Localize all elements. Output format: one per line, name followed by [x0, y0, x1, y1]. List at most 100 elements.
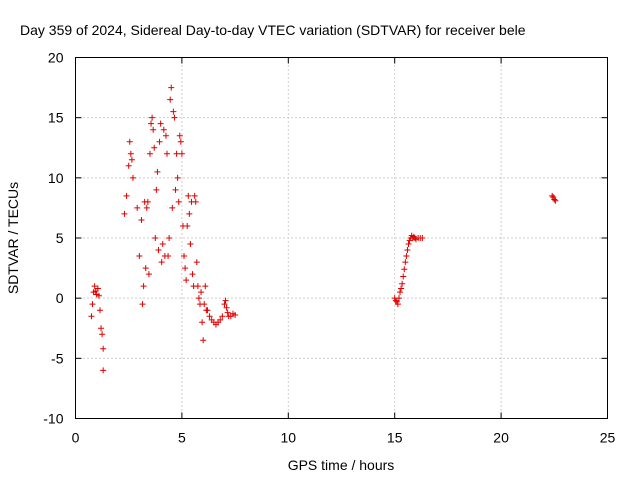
data-point — [158, 259, 165, 266]
data-point — [184, 222, 191, 229]
data-point — [160, 126, 167, 133]
axis-ticks: 0 5 10 15 20 25 -10 -5 0 5 10 15 20 — [43, 50, 615, 446]
data-point — [140, 283, 147, 290]
data-point — [164, 150, 171, 157]
data-point — [182, 265, 189, 272]
data-point — [166, 235, 173, 241]
data-point — [549, 192, 556, 199]
data-point — [144, 198, 151, 205]
data-point — [128, 156, 135, 163]
data-point — [192, 198, 199, 205]
data-point — [191, 192, 198, 199]
data-point — [143, 204, 150, 211]
data-point — [172, 186, 179, 193]
data-point — [145, 271, 152, 278]
data-point — [165, 253, 172, 260]
data-point — [200, 337, 207, 344]
data-point — [123, 192, 130, 199]
data-point — [176, 132, 183, 139]
data-point — [395, 295, 402, 302]
data-point — [187, 241, 194, 248]
data-point — [194, 283, 201, 290]
x-tick-label: 20 — [493, 430, 509, 446]
y-tick-label: 20 — [48, 50, 64, 66]
data-point — [219, 313, 226, 320]
data-point — [394, 301, 401, 308]
plot-frame — [75, 57, 608, 419]
data-point — [151, 144, 158, 151]
data-point — [403, 253, 410, 260]
data-point — [169, 204, 176, 211]
data-point — [157, 120, 164, 127]
data-point — [126, 138, 133, 145]
chart-title: Day 359 of 2024, Sidereal Day-to-day VTE… — [20, 22, 526, 38]
data-point — [404, 247, 411, 254]
data-point — [419, 235, 426, 241]
data-point — [88, 313, 95, 320]
data-point — [206, 313, 213, 320]
data-points — [88, 84, 559, 374]
data-point — [178, 150, 185, 157]
x-tick-label: 5 — [178, 430, 186, 446]
data-point — [405, 241, 412, 248]
data-point — [125, 162, 132, 169]
data-point — [94, 285, 101, 292]
data-point — [171, 114, 178, 121]
data-point — [89, 301, 96, 308]
data-point — [149, 114, 156, 121]
data-point — [195, 295, 202, 302]
data-point — [127, 150, 134, 157]
data-point — [198, 289, 205, 296]
data-point — [156, 138, 163, 145]
data-point — [392, 297, 399, 304]
data-point — [232, 312, 239, 319]
data-point — [150, 126, 157, 133]
data-point — [173, 150, 180, 157]
y-tick-label: 0 — [56, 290, 64, 306]
data-point — [154, 168, 161, 175]
data-point — [397, 289, 404, 296]
data-point — [399, 280, 406, 287]
data-point — [162, 132, 169, 139]
y-tick-label: -10 — [43, 411, 63, 427]
data-point — [552, 197, 559, 204]
data-point — [217, 316, 224, 323]
data-point — [168, 84, 175, 91]
data-point — [142, 265, 149, 272]
data-point — [152, 235, 159, 241]
data-point — [551, 196, 558, 203]
data-point — [148, 120, 155, 127]
data-point — [91, 283, 98, 290]
data-point — [221, 301, 228, 308]
data-point — [95, 292, 102, 299]
y-axis-label: SDTVAR / TECUs — [5, 182, 21, 294]
data-point — [159, 241, 166, 248]
data-point — [199, 319, 206, 326]
data-point — [96, 307, 103, 314]
data-point — [167, 96, 174, 103]
data-point — [153, 186, 160, 193]
data-point — [202, 283, 209, 290]
data-point — [204, 307, 211, 314]
data-point — [174, 174, 181, 181]
data-point — [398, 285, 405, 292]
data-point — [224, 309, 231, 316]
data-point — [193, 259, 200, 266]
data-point — [121, 210, 128, 217]
data-point — [155, 247, 162, 254]
x-tick-label: 25 — [600, 430, 616, 446]
data-point — [136, 253, 143, 260]
data-point — [129, 174, 136, 181]
data-point — [138, 216, 145, 223]
x-tick-label: 15 — [387, 430, 403, 446]
grid-lines — [75, 57, 608, 419]
data-point — [100, 367, 107, 374]
x-tick-label: 10 — [281, 430, 297, 446]
data-point — [146, 150, 153, 157]
data-point — [222, 297, 229, 304]
data-point — [181, 253, 188, 260]
data-point — [223, 304, 230, 311]
y-tick-label: 10 — [48, 170, 64, 186]
data-point — [402, 259, 409, 266]
